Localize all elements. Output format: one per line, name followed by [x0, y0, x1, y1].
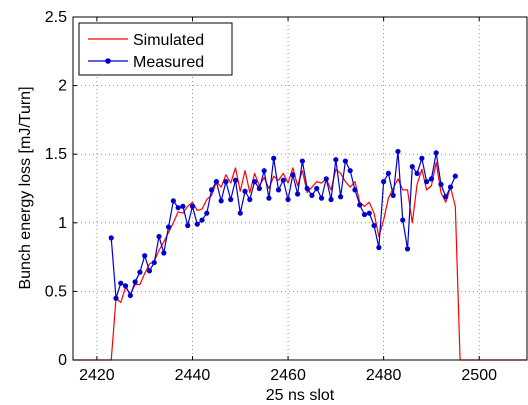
- measured-data-point: [146, 268, 153, 274]
- measured-data-point: [371, 222, 377, 229]
- legend-measured-marker: [105, 58, 111, 64]
- measured-data-point: [452, 173, 458, 179]
- series-layer: [73, 148, 527, 361]
- y-tick-label: 0: [58, 352, 67, 369]
- measured-data-point: [333, 157, 339, 163]
- measured-data-point: [314, 185, 320, 192]
- legend-measured-label: Measured: [133, 54, 204, 71]
- measured-data-point: [409, 163, 415, 170]
- measured-data-point: [213, 179, 219, 185]
- measured-data-point: [433, 150, 439, 156]
- measured-data-point: [347, 168, 353, 174]
- measured-data-point: [318, 195, 325, 201]
- plot-frame: [72, 16, 528, 361]
- legend-simulated-label: Simulated: [133, 32, 204, 49]
- measured-data-point: [323, 176, 329, 182]
- measured-data-point: [189, 203, 196, 209]
- measured-data-point: [357, 202, 363, 208]
- measured-data-point: [290, 172, 296, 178]
- measured-data-point: [352, 187, 358, 193]
- measured-data-point: [170, 198, 176, 204]
- measured-data-point: [342, 158, 348, 164]
- measured-data-point: [266, 195, 272, 201]
- measured-data-point: [122, 283, 129, 289]
- measured-data-point: [208, 187, 215, 193]
- measured-data-point: [381, 179, 387, 185]
- measured-data-point: [395, 148, 401, 155]
- measured-data-point: [132, 279, 138, 285]
- measured-data-point: [113, 295, 119, 301]
- measured-data-point: [237, 210, 243, 216]
- y-tick-label: 2: [58, 78, 67, 95]
- x-tick-label: 2500: [461, 367, 497, 384]
- measured-data-point: [424, 179, 430, 185]
- x-tick-label: 2460: [270, 367, 306, 384]
- measured-data-point: [261, 168, 267, 174]
- measured-data-point: [185, 222, 191, 229]
- measured-data-point: [232, 177, 239, 183]
- measured-data-point: [295, 191, 301, 197]
- measured-data-point: [271, 155, 277, 161]
- y-tick-label: 0.5: [45, 283, 67, 300]
- measured-data-point: [175, 205, 181, 211]
- measured-data-point: [256, 185, 262, 192]
- measured-data-point: [419, 155, 425, 161]
- measured-data-point: [385, 170, 392, 177]
- measured-data-point: [142, 253, 148, 259]
- measured-data-point: [428, 176, 435, 182]
- measured-data-point: [376, 244, 382, 251]
- y-tick-label: 1: [58, 215, 67, 232]
- y-tick-label: 1.5: [45, 146, 67, 163]
- measured-data-point: [242, 188, 248, 194]
- measured-data-point: [165, 224, 172, 230]
- measured-data-point: [447, 184, 454, 190]
- x-tick-label: 2440: [175, 367, 211, 384]
- measured-data-point: [218, 198, 224, 204]
- measured-data-point: [204, 210, 210, 216]
- measured-data-point: [137, 269, 143, 275]
- measured-data-point: [228, 196, 234, 203]
- measured-data-point: [252, 179, 258, 185]
- measured-data-point: [404, 246, 411, 252]
- measured-data-point: [361, 211, 368, 218]
- measured-data-point: [285, 196, 291, 203]
- measured-data-point: [127, 292, 133, 299]
- measured-data-point: [280, 177, 286, 183]
- measured-data-point: [309, 192, 315, 198]
- measured-data-point: [108, 235, 114, 241]
- measured-data-point: [223, 179, 229, 185]
- legend: Simulated Measured: [78, 22, 233, 76]
- legend-box: [78, 22, 233, 76]
- y-axis-label: Bunch energy loss [mJ/Turn]: [17, 86, 34, 289]
- measured-data-point: [438, 181, 444, 187]
- x-tick-label: 2480: [366, 367, 402, 384]
- measured-data-point: [299, 158, 305, 164]
- measured-data-point: [443, 194, 449, 200]
- y-tick-label: 2.5: [45, 9, 67, 26]
- measured-data-point: [194, 221, 200, 227]
- measured-data-point: [328, 196, 334, 203]
- x-tick-label: 2420: [79, 367, 115, 384]
- ticks: 2420 2440 2460 2480 2500 0 0.5 1 1.5 2 2.5: [45, 9, 497, 384]
- measured-data-point: [390, 192, 396, 198]
- x-axis-label: 25 ns slot: [266, 387, 335, 404]
- measured-data-point: [161, 250, 167, 256]
- measured-data-point: [414, 170, 420, 177]
- measured-data-point: [247, 196, 253, 203]
- measured-data-point: [199, 217, 205, 223]
- measured-data-point: [366, 210, 372, 216]
- measured-data-point: [400, 217, 406, 223]
- measured-data-point: [156, 233, 162, 240]
- measured-data-point: [338, 194, 344, 200]
- measured-data-point: [275, 187, 282, 193]
- measured-data-point: [118, 280, 124, 286]
- measured-data-point: [151, 259, 157, 266]
- measured-data-point: [304, 185, 310, 192]
- measured-data-point: [180, 203, 186, 209]
